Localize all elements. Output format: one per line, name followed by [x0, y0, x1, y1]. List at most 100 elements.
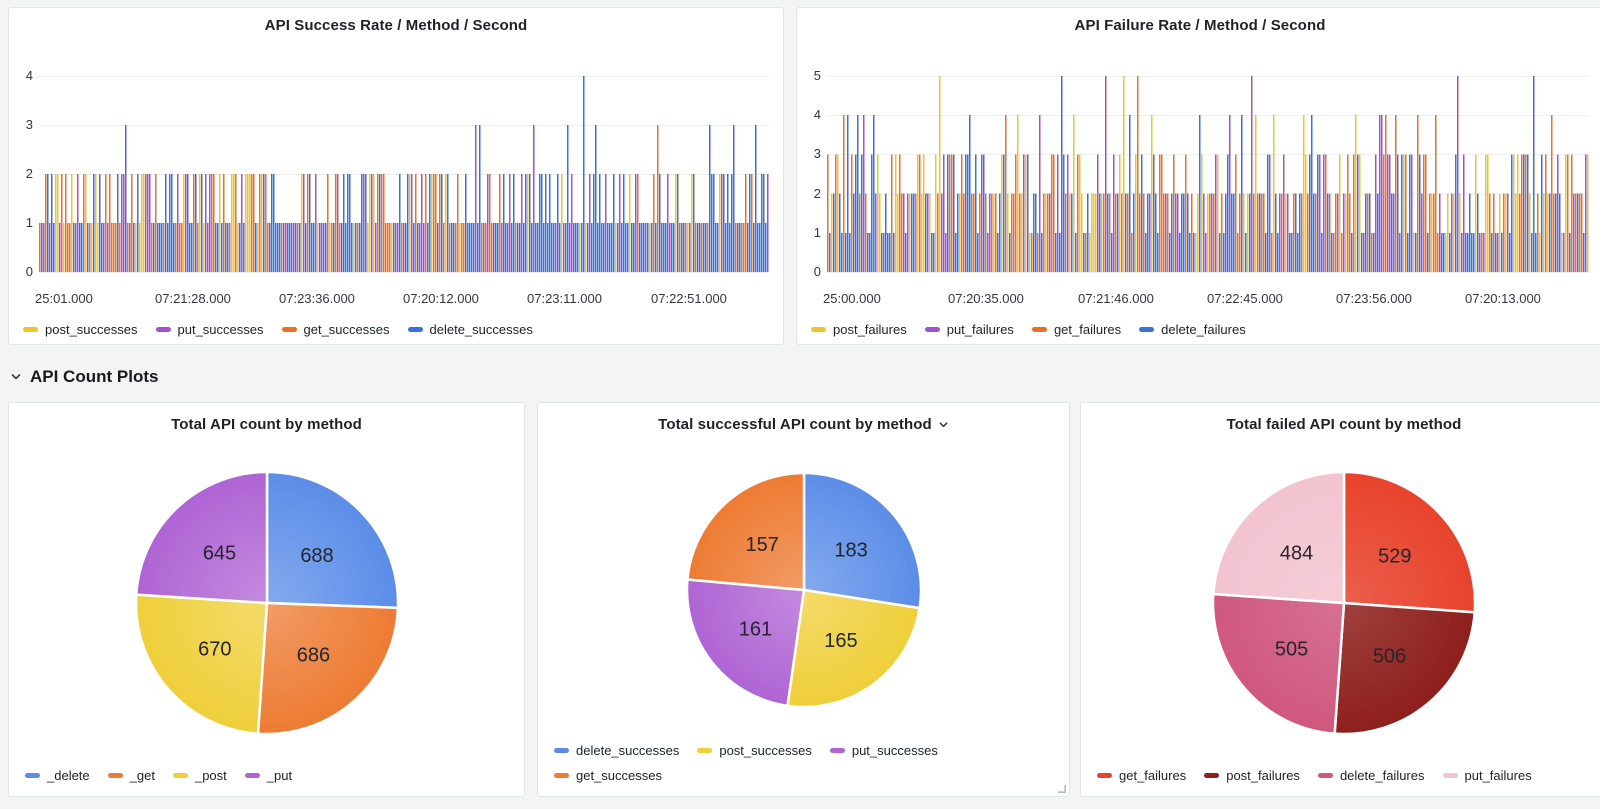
legend-swatch-icon — [1442, 773, 1458, 778]
legend-swatch-icon — [281, 327, 297, 332]
pie-slice-put_successes[interactable] — [685, 578, 805, 708]
legend-item[interactable]: delete_failures — [1139, 322, 1246, 337]
panel-title[interactable]: Total API count by method — [9, 403, 524, 437]
pie-slice-_put[interactable] — [134, 470, 268, 604]
legend-swatch-icon — [829, 748, 845, 753]
pie-value-label: 161 — [738, 619, 771, 641]
pie-value-label: 506 — [1373, 645, 1406, 667]
pie-slice-get_successes[interactable] — [685, 471, 805, 592]
pie-value-label: 645 — [202, 542, 235, 564]
chart-legend: get_failures post_failures delete_failures… — [1081, 768, 1600, 796]
legend-item[interactable]: delete_successes — [554, 743, 679, 758]
legend-swatch-icon — [924, 327, 940, 332]
legend-label: _post — [194, 768, 227, 783]
x-tick-label: 07:21:46.000 — [1078, 291, 1154, 306]
pie-value-label: 165 — [824, 630, 857, 652]
section-row-api-count-plots[interactable]: API Count Plots — [10, 361, 158, 393]
gridline — [39, 76, 769, 77]
panel-total-failed-api-count: Total failed API count by method 529 506 5… — [1080, 402, 1600, 797]
pie-slice-_post[interactable] — [134, 592, 268, 735]
pie-slice-get_failures[interactable] — [1342, 470, 1477, 614]
legend-swatch-icon — [554, 773, 569, 778]
legend-swatch-icon — [554, 748, 569, 753]
legend-item[interactable]: post_successes — [23, 322, 138, 337]
pie-value-label: 529 — [1378, 545, 1411, 567]
x-tick-label: 07:20:13.000 — [1465, 291, 1541, 306]
legend-label: post_failures — [1226, 768, 1300, 783]
legend-swatch-icon — [155, 327, 171, 332]
legend-swatch-icon — [1204, 773, 1220, 778]
legend-item[interactable]: put_successes — [829, 743, 938, 758]
pie-slice-put_failures[interactable] — [1212, 470, 1346, 604]
legend-label: _get — [129, 768, 155, 783]
chart-legend: _delete _get _post _put — [9, 768, 524, 796]
gridline — [39, 272, 769, 273]
gridline — [827, 76, 1589, 77]
pie-chart-canvas[interactable]: 529 506 505 484 — [1208, 467, 1480, 739]
pie-slice-post_successes[interactable] — [785, 588, 921, 709]
pie-slice-_delete[interactable] — [265, 470, 399, 609]
legend-label: put_failures — [1464, 768, 1532, 783]
legend-item[interactable]: put_failures — [924, 322, 1014, 337]
pie-value-label: 505 — [1275, 638, 1308, 660]
legend-item[interactable]: _post — [172, 768, 227, 783]
legend-swatch-icon — [244, 773, 260, 778]
legend-item[interactable]: _get — [107, 768, 155, 783]
legend-label: put_successes — [851, 743, 938, 758]
legend-item[interactable]: get_failures — [1097, 768, 1186, 783]
legend-item[interactable]: get_successes — [281, 322, 390, 337]
legend-item[interactable]: get_failures — [1031, 322, 1121, 337]
x-tick-label: 07:23:36.000 — [279, 291, 355, 306]
chevron-down-icon — [11, 374, 21, 380]
pie-value-label: 670 — [198, 638, 231, 660]
legend-item[interactable]: put_failures — [1442, 768, 1532, 783]
pie-slice-post_failures[interactable] — [1333, 601, 1476, 735]
pie-slice-delete_failures[interactable] — [1211, 592, 1346, 735]
legend-label: get_successes — [576, 768, 662, 783]
pie-chart-canvas[interactable]: 688 686 670 645 — [131, 467, 403, 739]
legend-label: put_failures — [946, 322, 1014, 337]
chart-legend: delete_successes post_successes put_succes… — [538, 743, 1069, 796]
panel-api-success-rate: API Success Rate / Method / Second 25:01… — [8, 7, 784, 345]
x-tick-label: 25:00.000 — [823, 291, 881, 306]
y-tick-label: 3 — [25, 117, 33, 132]
panel-title[interactable]: Total failed API count by method — [1081, 403, 1600, 437]
chart-legend: post_failures put_failures get_failures del… — [811, 322, 1246, 337]
legend-label: get_successes — [303, 322, 390, 337]
legend-label: post_successes — [719, 743, 812, 758]
x-tick-label: 07:22:45.000 — [1207, 291, 1283, 306]
legend-label: delete_successes — [576, 743, 680, 758]
legend-swatch-icon — [1139, 327, 1155, 332]
pie-slice-delete_successes[interactable] — [802, 471, 922, 610]
pie-value-label: 686 — [296, 644, 329, 666]
legend-item[interactable]: post_successes — [697, 743, 812, 758]
legend-item[interactable]: put_successes — [155, 322, 264, 337]
panel-menu-chevron-down-icon[interactable] — [938, 419, 949, 430]
panel-title[interactable]: API Failure Rate / Method / Second — [1074, 17, 1326, 34]
y-tick-label: 3 — [813, 146, 821, 162]
pie-value-label: 157 — [745, 534, 778, 556]
bar-chart-canvas[interactable] — [39, 76, 769, 273]
pie-chart-canvas[interactable]: 183 165 161 157 — [682, 468, 926, 712]
legend-label: delete_successes — [429, 322, 533, 337]
pie-slice-_get[interactable] — [256, 601, 399, 735]
legend-swatch-icon — [107, 773, 123, 778]
legend-item[interactable]: delete_failures — [1317, 768, 1425, 783]
panel-title[interactable]: Total successful API count by method — [538, 403, 1069, 437]
panel-title-text: Total successful API count by method — [658, 415, 932, 433]
panel-title[interactable]: API Success Rate / Method / Second — [264, 17, 528, 34]
bar-chart-canvas[interactable] — [827, 76, 1589, 273]
legend-item[interactable]: post_failures — [1204, 768, 1300, 783]
legend-item[interactable]: _delete — [25, 768, 90, 783]
legend-item[interactable]: get_successes — [554, 768, 662, 783]
legend-item[interactable]: _put — [244, 768, 292, 783]
legend-label: delete_failures — [1339, 768, 1425, 783]
legend-swatch-icon — [811, 327, 826, 332]
x-tick-label: 25:01.000 — [35, 291, 93, 306]
legend-swatch-icon — [697, 748, 713, 753]
panel-resize-handle-icon[interactable] — [1056, 783, 1067, 794]
x-tick-label: 07:20:35.000 — [948, 291, 1024, 306]
legend-item[interactable]: delete_successes — [407, 322, 533, 337]
x-axis: 25:01.000 07:21:28.000 07:23:36.000 07:20:1… — [35, 291, 769, 307]
legend-item[interactable]: post_failures — [811, 322, 907, 337]
